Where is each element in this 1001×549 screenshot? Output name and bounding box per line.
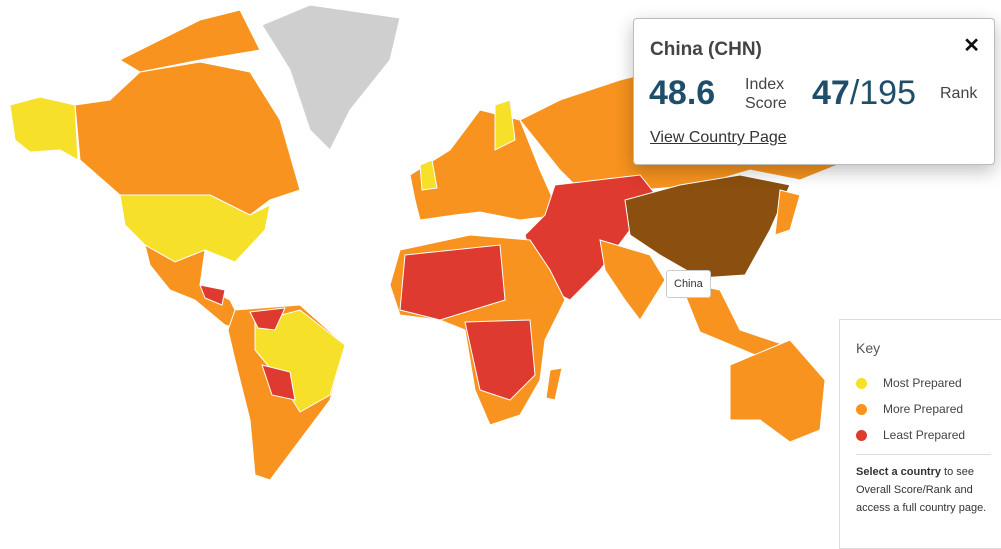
rank-total: /195: [849, 74, 917, 112]
country[interactable]: [624, 174, 791, 279]
country[interactable]: [261, 4, 401, 151]
country[interactable]: [464, 319, 536, 401]
key-label: Least Prepared: [883, 428, 966, 442]
world-map: [9, 4, 861, 481]
key-note: Select a country to see Overall Score/Ra…: [856, 454, 991, 517]
score-label-line: Score: [745, 95, 787, 112]
country[interactable]: [261, 364, 296, 401]
key-item: Least Prepared: [856, 422, 992, 448]
country[interactable]: [774, 189, 801, 236]
close-button[interactable]: ✕: [963, 35, 980, 57]
country[interactable]: [119, 194, 271, 263]
country[interactable]: [399, 244, 506, 321]
country-link[interactable]: View Country Page: [650, 129, 787, 146]
country[interactable]: [9, 96, 79, 161]
country[interactable]: [74, 61, 301, 216]
country[interactable]: [118, 9, 261, 73]
tooltip: China: [666, 270, 711, 298]
page: China China (CHN) ✕ 48.6 Index Score 47/1…: [9, 4, 1001, 549]
country[interactable]: [599, 239, 666, 321]
country[interactable]: [409, 109, 561, 221]
key-items: Most Prepared More Prepared Least Prepared: [856, 370, 992, 448]
popup-title: China (CHN): [650, 39, 762, 60]
rank-value: 47: [812, 74, 850, 112]
key-swatch: [856, 403, 867, 415]
country[interactable]: [545, 367, 563, 401]
key-item: More Prepared: [856, 396, 992, 422]
country[interactable]: [199, 284, 226, 306]
score-label: Index Score: [745, 75, 787, 113]
country[interactable]: [419, 159, 438, 191]
key-note-bold: Select a country: [856, 466, 941, 478]
key-item: Most Prepared: [856, 370, 992, 396]
key-label: More Prepared: [883, 402, 964, 416]
key-label: Most Prepared: [883, 376, 962, 390]
score-label-line: Index: [745, 76, 785, 93]
country[interactable]: [249, 307, 286, 331]
key-note-text: to see Overall Score/Rank and access a f…: [856, 466, 987, 514]
key-panel: Key Most Prepared More Prepared Least Prep…: [839, 319, 1001, 549]
rank: 47/195: [812, 74, 916, 113]
country-popup: China (CHN) ✕ 48.6 Index Score 47/195 Ran…: [633, 18, 995, 165]
key-swatch: [856, 377, 867, 389]
country[interactable]: [254, 309, 346, 413]
country[interactable]: [729, 339, 826, 443]
country[interactable]: [679, 281, 801, 358]
index-score: 48.6: [649, 74, 716, 112]
key-swatch: [856, 429, 867, 441]
rank-label: Rank: [940, 85, 978, 102]
country[interactable]: [494, 99, 516, 151]
key-title: Key: [856, 340, 881, 356]
